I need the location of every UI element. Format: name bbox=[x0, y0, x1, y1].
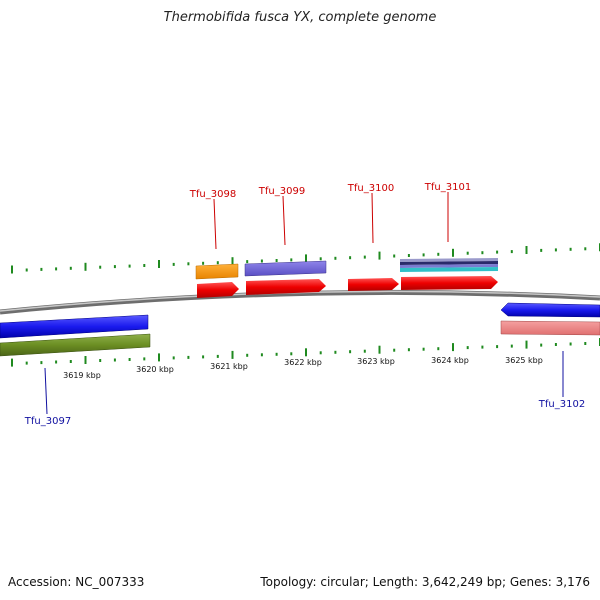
genome-backbone bbox=[0, 289, 600, 315]
inner-tick-ring bbox=[11, 338, 600, 367]
gene-label-tfu-3102: Tfu_3102 bbox=[538, 399, 585, 410]
feature-green bbox=[0, 333, 151, 357]
scale-label: 3621 kbp bbox=[210, 362, 248, 371]
map-title: Thermobifida fusca YX, complete genome bbox=[163, 10, 437, 25]
scale-label: 3622 kbp bbox=[284, 358, 322, 367]
feature-orange bbox=[195, 263, 239, 280]
topology-text: Topology: circular; Length: 3,642,249 bp… bbox=[260, 575, 590, 589]
scale-label: 3625 kbp bbox=[505, 356, 543, 365]
outer-tick-ring bbox=[11, 243, 600, 274]
feature-purple bbox=[244, 260, 327, 277]
scale-labels: 3619 kbp 3620 kbp 3621 kbp 3622 kbp 3623… bbox=[63, 356, 543, 380]
gene-label-tfu-3101: Tfu_3101 bbox=[424, 182, 471, 193]
feature-pink bbox=[500, 320, 600, 336]
gene-label-tfu-3098: Tfu_3098 bbox=[189, 189, 236, 200]
feature-blue-3097 bbox=[0, 314, 149, 339]
gene-labels-top: Tfu_3098 Tfu_3099 Tfu_3100 Tfu_3101 bbox=[189, 182, 471, 250]
feature-red-3101 bbox=[401, 276, 498, 290]
scale-label: 3623 kbp bbox=[357, 357, 395, 366]
feature-blue-3102 bbox=[500, 302, 600, 318]
gene-label-tfu-3100: Tfu_3100 bbox=[347, 183, 394, 194]
feature-red-3099 bbox=[246, 279, 326, 295]
scale-label: 3620 kbp bbox=[136, 365, 174, 374]
gene-label-tfu-3097: Tfu_3097 bbox=[24, 416, 71, 427]
gene-labels-bottom: Tfu_3097 Tfu_3102 bbox=[24, 351, 585, 427]
feature-red-3098 bbox=[197, 282, 239, 298]
gene-label-tfu-3099: Tfu_3099 bbox=[258, 186, 305, 197]
scale-label: 3624 kbp bbox=[431, 356, 469, 365]
feature-multicolor bbox=[400, 258, 498, 272]
scale-label: 3619 kbp bbox=[63, 371, 101, 380]
accession-text: Accession: NC_007333 bbox=[8, 575, 145, 589]
feature-red-3100 bbox=[348, 278, 399, 291]
